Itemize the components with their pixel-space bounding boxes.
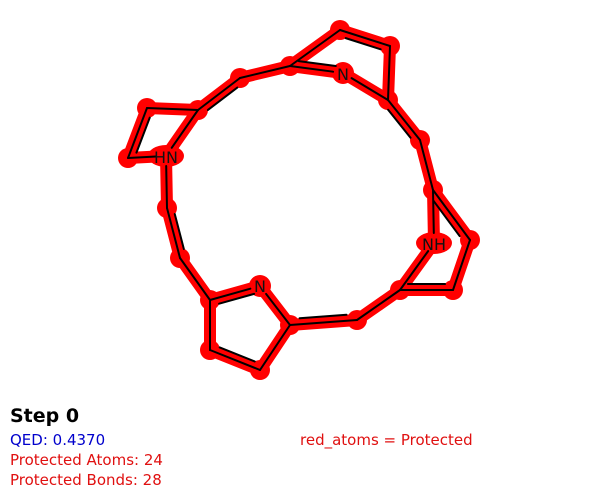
bond-line (127, 155, 158, 159)
bond-line (356, 289, 401, 321)
protected-atoms-count: Protected Atoms: 24 (10, 451, 163, 469)
double-bond-line (432, 200, 461, 238)
bond-line (170, 109, 199, 149)
step-title: Step 0 (10, 405, 80, 427)
bond-line (419, 139, 434, 191)
bond-line (166, 207, 181, 259)
bond-line (387, 45, 391, 101)
protected-atom-highlight (416, 232, 452, 254)
protected-atom-highlight (332, 62, 354, 84)
atom-label-n-bottom: N (254, 277, 266, 296)
bond-line (432, 189, 471, 241)
bond-line (350, 77, 389, 101)
atom-labels: N HN NH N (154, 65, 446, 296)
bond-line (289, 319, 358, 326)
bond-line (209, 349, 261, 371)
bond-line (399, 250, 430, 291)
protected-atom-highlights (118, 20, 480, 380)
bond-line (339, 29, 391, 47)
double-bond-line (218, 292, 256, 305)
bond-line (265, 292, 291, 326)
color-legend: red_atoms = Protected (300, 431, 473, 449)
double-bond-line (135, 116, 151, 154)
bond-line (165, 164, 168, 209)
bond-line (127, 107, 148, 159)
bond-line (432, 189, 435, 235)
bond-line (197, 77, 241, 111)
double-bond-line (206, 86, 239, 111)
bond-line (179, 257, 211, 301)
bond-line (259, 324, 291, 371)
bond-line (289, 65, 335, 73)
double-bond-line (298, 313, 348, 320)
atom-label-n-top: N (337, 65, 349, 84)
qed-score: QED: 0.4370 (10, 431, 106, 449)
double-bond-line (297, 60, 337, 68)
double-bond-line (218, 346, 256, 363)
bond-line (452, 239, 471, 291)
double-bond-line (173, 212, 185, 250)
atom-label-nh-right: NH (422, 235, 446, 254)
protected-bonds-count: Protected Bonds: 28 (10, 471, 162, 489)
double-bond-line (344, 37, 382, 51)
bond-line (239, 65, 291, 79)
bond-lines (127, 29, 471, 371)
bond-line (289, 29, 341, 67)
double-bond-line (387, 108, 412, 139)
protected-atom-highlight (249, 275, 271, 297)
bond-line (146, 107, 199, 111)
protected-atom-highlight (148, 145, 184, 167)
bond-line (209, 287, 252, 301)
molecule-diagram: N HN NH N (118, 20, 480, 380)
atom-label-hn-left: HN (154, 148, 178, 167)
bond-line (387, 99, 421, 141)
